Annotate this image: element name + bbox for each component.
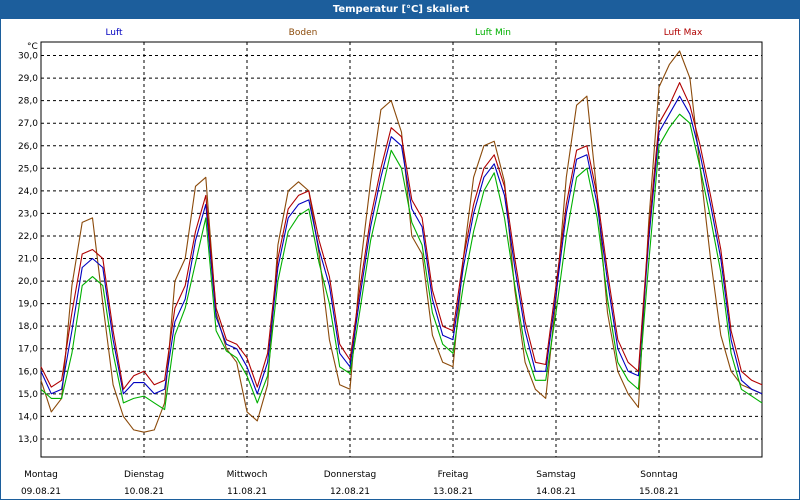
series-line-luft-min	[40, 113, 763, 411]
y-tick-label: 21,0	[18, 255, 38, 265]
y-tick-label: 28,0	[18, 97, 38, 107]
legend-entry-boden: Boden	[289, 28, 318, 38]
x-tick-date-label: 10.08.21	[124, 487, 164, 497]
series	[40, 50, 763, 433]
x-tick-date-label: 14.08.21	[536, 487, 576, 497]
chart-title: Temperatur [°C] skaliert	[1, 1, 800, 19]
y-tick-label: 17,0	[18, 345, 38, 355]
y-tick-label: 19,0	[18, 300, 38, 310]
y-tick-label: 18,0	[18, 322, 38, 332]
y-tick-label: 15,0	[18, 390, 38, 400]
y-tick-label: 16,0	[18, 367, 38, 377]
y-tick-label: 14,0	[18, 412, 38, 422]
x-tick-day-label: Dienstag	[124, 470, 164, 480]
x-tick-day-label: Freitag	[438, 470, 469, 480]
x-tick-date-label: 12.08.21	[330, 487, 370, 497]
x-tick-day-label: Donnerstag	[324, 470, 377, 480]
y-tick-label: 13,0	[18, 435, 38, 445]
axes: 30,0 29,0 28,0 27,0 26,0 25,0 24,0 23,0 22,0 21,0…	[18, 41, 763, 497]
x-tick-date-label: 11.08.21	[227, 487, 267, 497]
y-tick-label: 23,0	[18, 209, 38, 219]
y-tick-label: 22,0	[18, 232, 38, 242]
grid	[41, 42, 762, 457]
x-tick-day-label: Montag	[24, 470, 58, 480]
y-tick-label: 30,0	[18, 52, 38, 62]
plot-frame	[40, 41, 763, 458]
legend: Luft Boden Luft Min Luft Max	[105, 28, 703, 38]
x-tick-day-label: Mittwoch	[227, 470, 268, 480]
y-tick-label: 26,0	[18, 142, 38, 152]
x-tick-day-label: Sonntag	[640, 470, 677, 480]
y-tick-label: 25,0	[18, 164, 38, 174]
series-line-boden	[40, 50, 763, 433]
x-tick-date-label: 15.08.21	[639, 487, 679, 497]
series-line-luft-max	[40, 82, 763, 390]
legend-entry-luft-max: Luft Max	[664, 28, 703, 38]
y-axis-unit-label: °C	[27, 42, 38, 52]
x-tick-date-label: 13.08.21	[433, 487, 473, 497]
x-tick-date-label: 09.08.21	[21, 487, 61, 497]
x-tick-day-label: Samstag	[536, 470, 575, 480]
y-tick-label: 27,0	[18, 119, 38, 129]
y-tick-label: 24,0	[18, 187, 38, 197]
legend-entry-luft: Luft	[105, 28, 123, 38]
y-tick-label: 29,0	[18, 74, 38, 84]
legend-entry-luft-min: Luft Min	[475, 28, 511, 38]
y-tick-label: 20,0	[18, 277, 38, 287]
